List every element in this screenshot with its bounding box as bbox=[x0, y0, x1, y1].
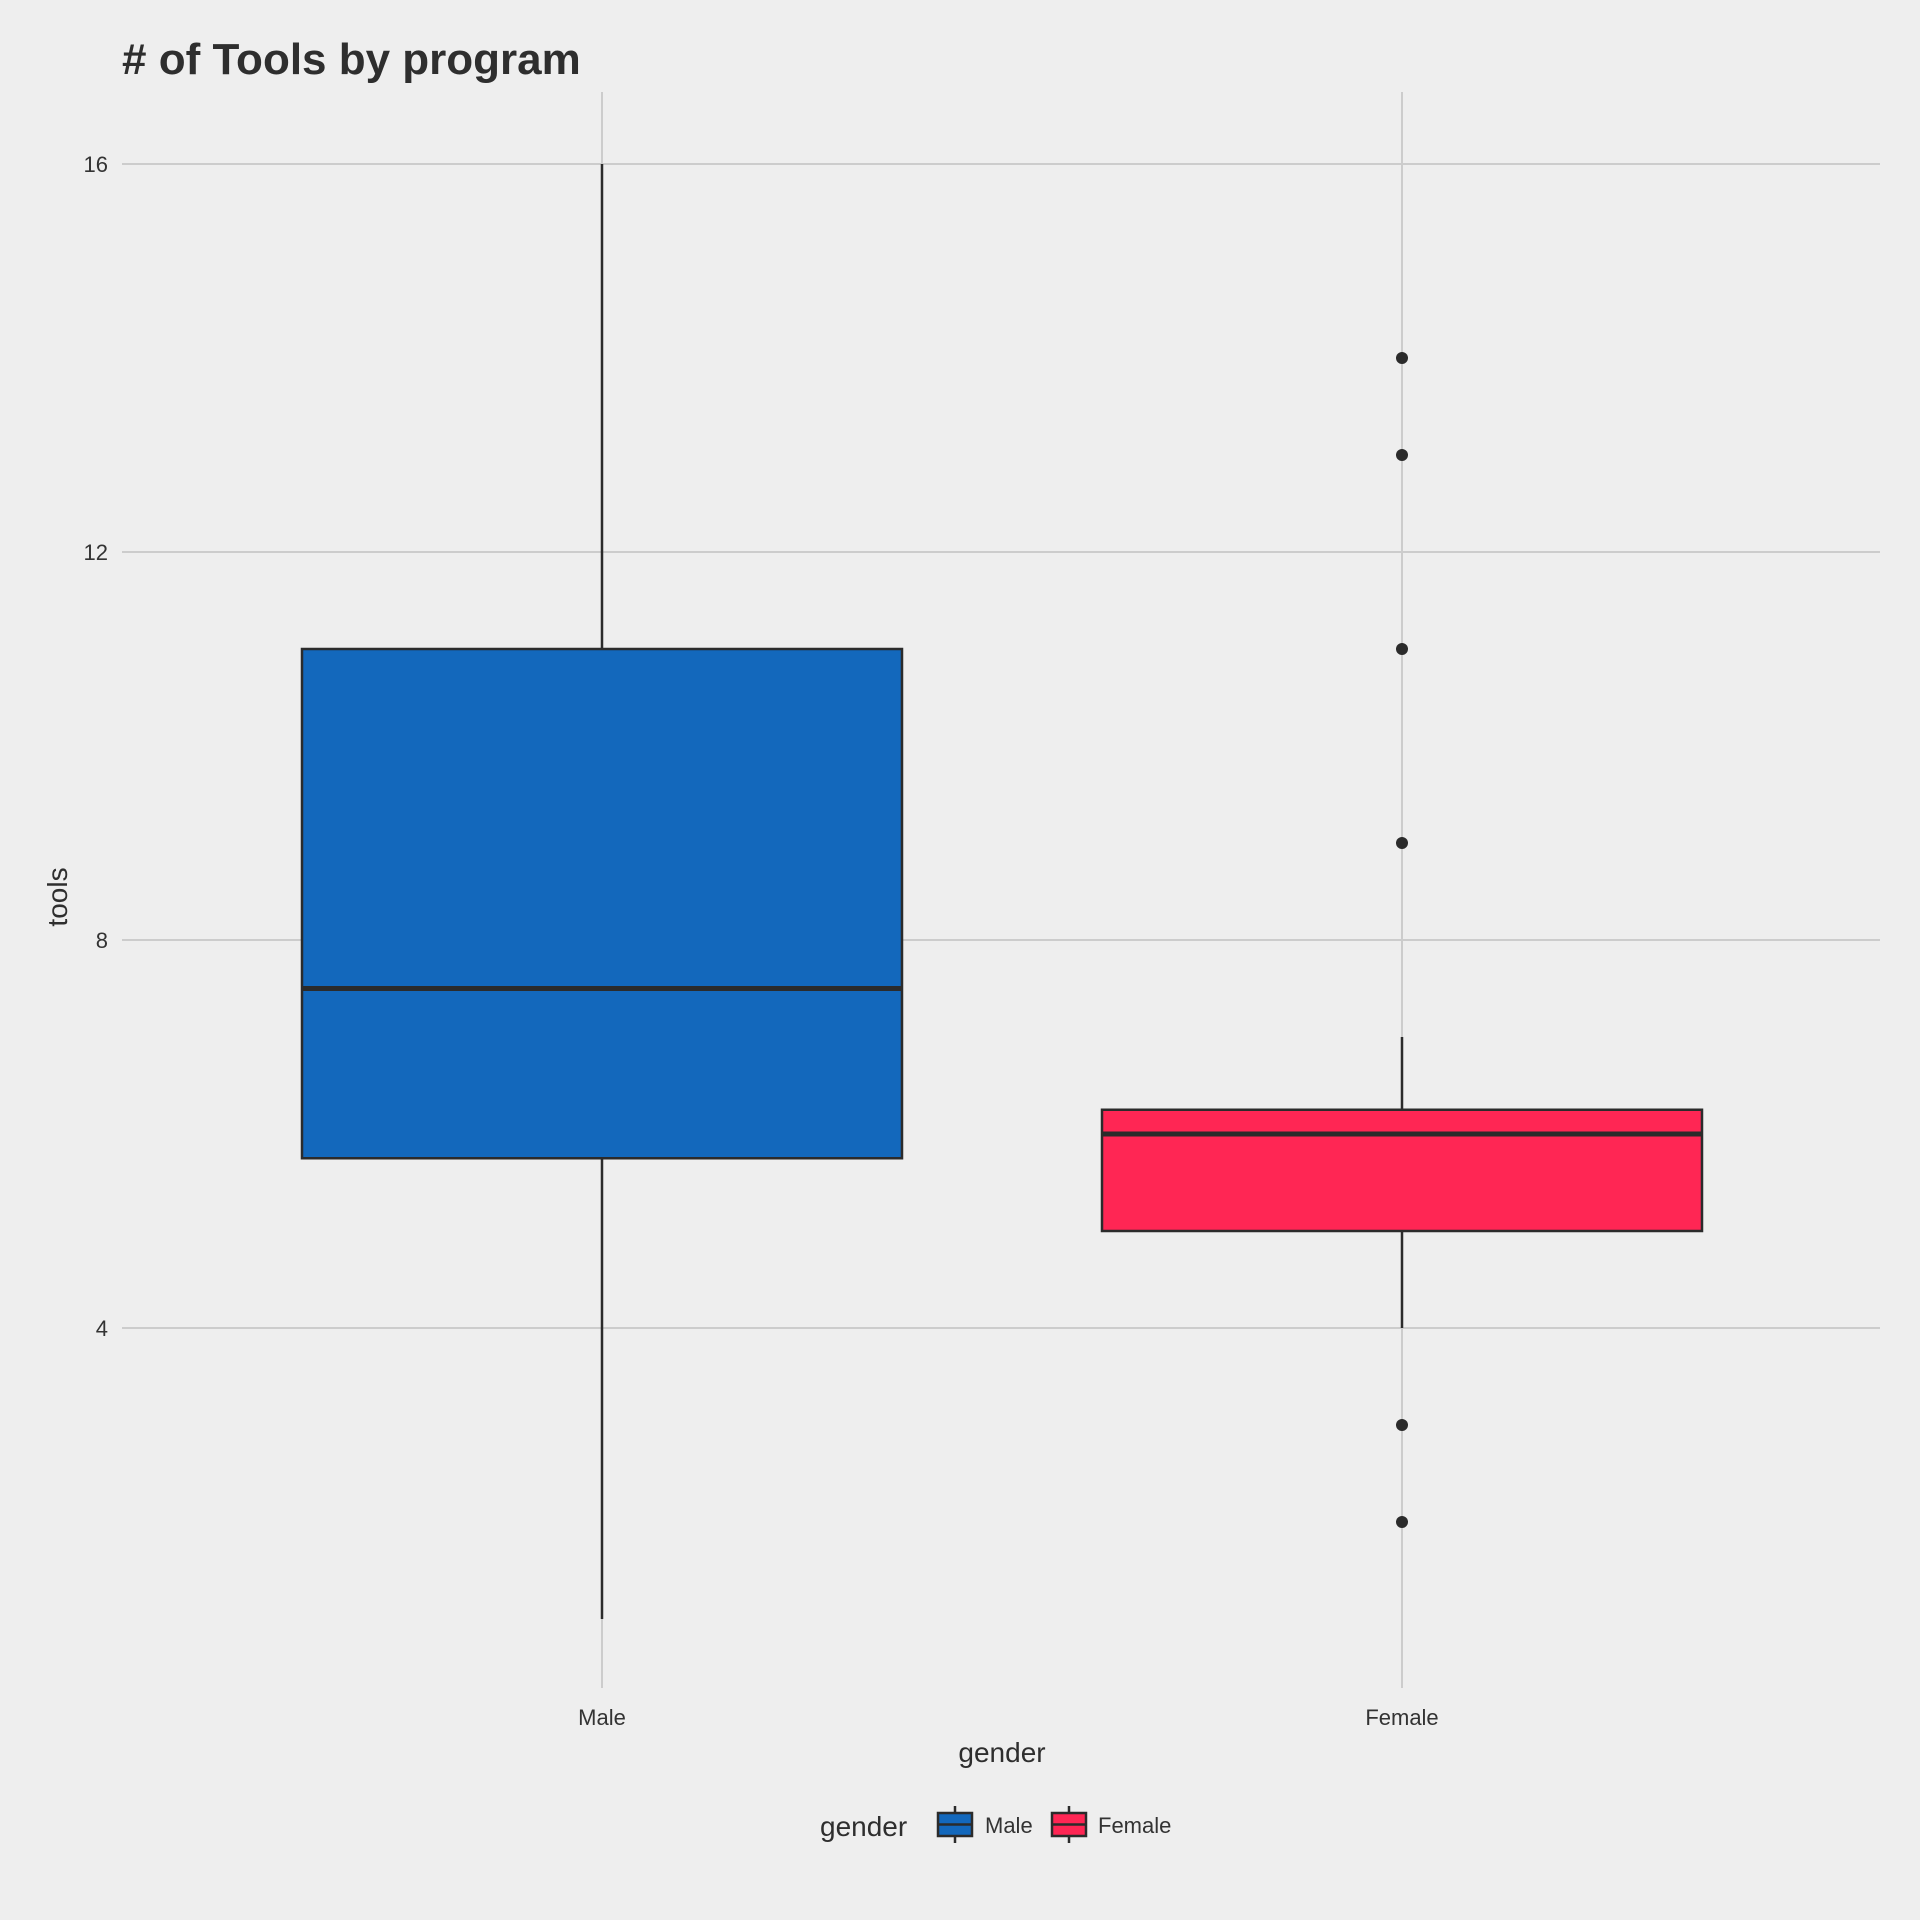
y-tick-label: 4 bbox=[96, 1316, 108, 1341]
chart-title: # of Tools by program bbox=[122, 35, 581, 84]
legend-item-male: Male bbox=[936, 1806, 1033, 1843]
x-tick-label-male: Male bbox=[578, 1705, 626, 1730]
x-axis-title: gender bbox=[958, 1737, 1045, 1768]
outlier-point bbox=[1396, 1516, 1408, 1528]
y-tick-label: 16 bbox=[84, 152, 108, 177]
y-tick-label: 8 bbox=[96, 928, 108, 953]
outlier-point bbox=[1396, 352, 1408, 364]
box-female bbox=[1100, 352, 1704, 1528]
x-tick-label-female: Female bbox=[1365, 1705, 1438, 1730]
boxes bbox=[300, 164, 1704, 1619]
legend-item-female: Female bbox=[1050, 1806, 1171, 1843]
legend-label: Female bbox=[1098, 1813, 1171, 1838]
legend-title: gender bbox=[820, 1811, 907, 1842]
box-male bbox=[300, 164, 904, 1619]
legend: gender Male Female bbox=[820, 1806, 1171, 1843]
legend-label: Male bbox=[985, 1813, 1033, 1838]
y-tick-label: 12 bbox=[84, 540, 108, 565]
outlier-point bbox=[1396, 643, 1408, 655]
box-body bbox=[1100, 1108, 1704, 1233]
box-body bbox=[300, 647, 904, 1160]
outlier-point bbox=[1396, 1419, 1408, 1431]
y-axis-title: tools bbox=[42, 867, 73, 926]
axes: 4 8 12 16 Male Female bbox=[84, 152, 1439, 1730]
outlier-point bbox=[1396, 837, 1408, 849]
outlier-point bbox=[1396, 449, 1408, 461]
